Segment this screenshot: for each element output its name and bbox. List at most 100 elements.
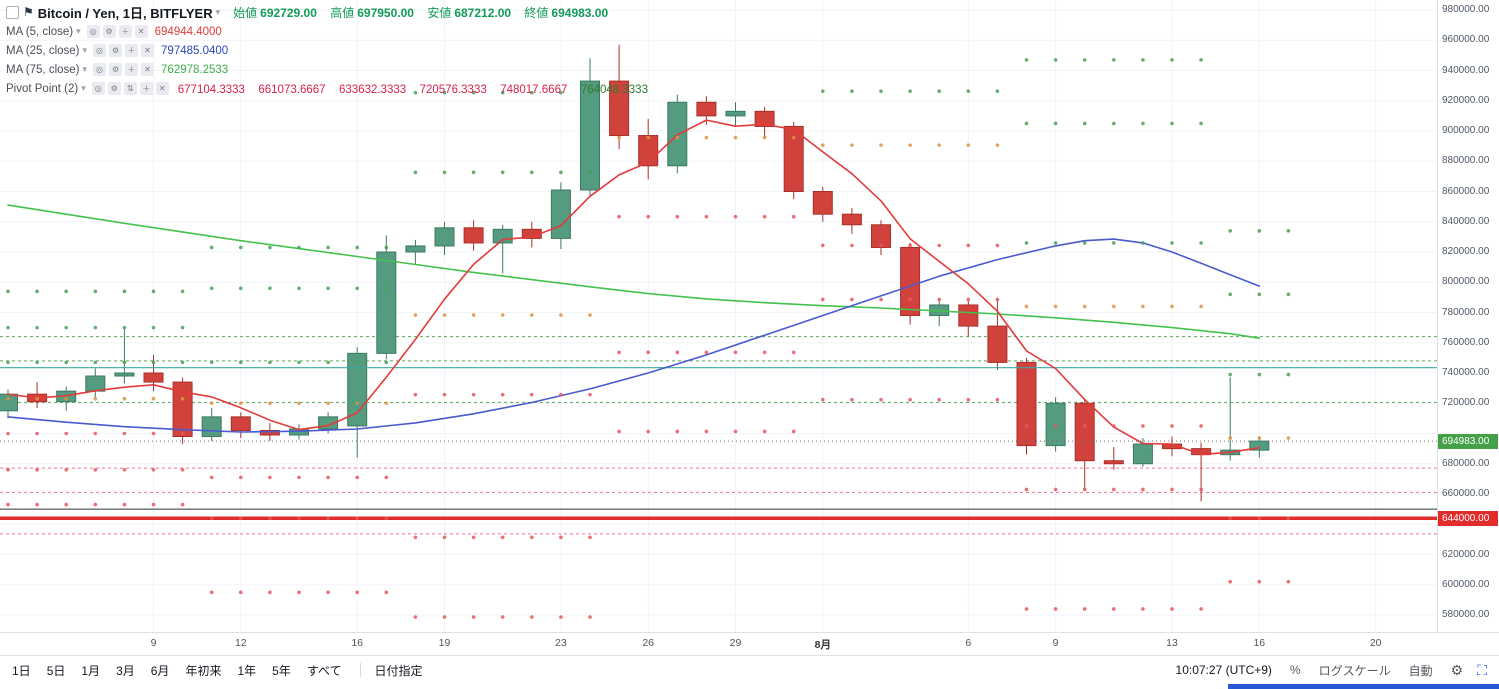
price-axis-label: 680000.00 [1442,457,1490,469]
settings-gear-icon[interactable]: ⚙ [1450,661,1464,678]
settings-icon[interactable]: ⚙ [109,44,123,57]
price-axis-label: 980000.00 [1442,4,1490,15]
clock-display[interactable]: 10:07:27 (UTC+9) [1175,663,1272,677]
sort-icon[interactable]: ⇅ [123,82,137,95]
range-button-7[interactable]: 1年 [237,663,257,678]
add-icon[interactable]: ＋ [139,82,153,95]
eye-icon[interactable]: ◎ [91,82,105,95]
toolbar-divider [359,663,361,677]
range-button-8[interactable]: 5年 [272,663,291,678]
chart-plot-area[interactable]: ⚑ Bitcoin / Yen, 1日, BITFLYER ▾ 始値 692729… [0,0,1437,632]
chevron-down-icon[interactable]: ▾ [215,7,221,17]
settings-icon[interactable]: ⚙ [107,82,121,95]
time-axis-label: 6 [965,637,972,649]
symbol-title[interactable]: Bitcoin / Yen, 1日, BITFLYER [37,6,213,21]
high-value: 697950.00 [357,6,414,20]
time-axis-label: 13 [1166,637,1178,649]
indicator-name[interactable]: MA (5, close) [6,25,74,38]
range-button-2[interactable]: 5日 [46,663,66,678]
price-axis-label: 860000.00 [1442,185,1490,197]
pivot-r2-value: 748017.6667 [500,83,568,96]
indicator-name[interactable]: MA (25, close) [6,44,80,57]
time-axis-label: 20 [1369,637,1382,649]
add-icon[interactable]: ＋ [125,63,139,76]
pivot-values: 677104.3333 661073.6667 633632.3333 7205… [169,80,648,98]
chevron-down-icon[interactable]: ▾ [82,45,88,55]
indicator-value: 762978.2533 [161,63,229,76]
time-axis-label: 29 [729,637,742,649]
percent-scale-button[interactable]: % [1289,663,1301,677]
time-axis-label: 12 [234,637,247,649]
last-price-badge: 694983.00 [1438,433,1498,449]
price-axis[interactable]: 980000.00 960000.00 940000.00 920000.00 9000… [1437,0,1499,632]
time-axis-label: 9 [150,637,157,649]
bottom-strip [0,684,1499,689]
range-buttons: 1日 5日 1月 3月 6月 年初来 1年 5年 すべて 日付指定 [12,662,423,679]
chevron-down-icon[interactable]: ▾ [82,64,88,74]
range-button-5[interactable]: 6月 [150,663,170,678]
chevron-down-icon[interactable]: ▾ [76,26,81,36]
price-axis-label: 940000.00 [1442,64,1490,76]
price-axis-label: 880000.00 [1442,155,1490,167]
indicator-row-ma75: MA (75, close) ▾ ◎ ⚙ ＋ ✕ 762978.2533 [6,60,648,79]
auto-scale-button[interactable]: 自動 [1408,663,1433,678]
pivot-r3-value: 764048.3333 [580,83,648,96]
chart-row: ⚑ Bitcoin / Yen, 1日, BITFLYER ▾ 始値 692729… [0,0,1499,632]
time-axis[interactable]: 9 12 16 19 23 26 29 8月 6 9 13 16 20 [0,632,1499,655]
time-axis-label: 16 [351,637,364,649]
settings-icon[interactable]: ⚙ [109,63,123,76]
flag-icon[interactable]: ⚑ [23,5,34,19]
date-range-button[interactable]: 日付指定 [374,663,423,678]
range-button-3[interactable]: 1月 [81,663,101,678]
close-icon[interactable]: ✕ [155,82,169,95]
fullscreen-icon[interactable]: ⛶ [1477,661,1487,678]
indicator-name[interactable]: MA (75, close) [6,63,80,76]
time-axis-label: 9 [1052,637,1059,649]
price-axis-label: 820000.00 [1442,246,1490,257]
price-axis-label: 580000.00 [1442,609,1490,620]
chart-legend: ⚑ Bitcoin / Yen, 1日, BITFLYER ▾ 始値 692729… [6,3,648,98]
toolbar-right: 10:07:27 (UTC+9) % ログスケール 自動 ⚙ ⛶ [1158,662,1487,679]
price-axis-label: 900000.00 [1442,125,1490,136]
candlestick-chart[interactable] [0,0,1437,632]
pivot-s2-value: 661073.6667 [258,83,326,96]
time-axis-label: 23 [555,637,567,649]
close-icon[interactable]: ✕ [141,44,155,57]
indicator-value: 797485.0400 [161,44,229,57]
eye-icon[interactable]: ◎ [93,63,107,76]
add-icon[interactable]: ＋ [118,25,132,38]
bottom-toolbar: 1日 5日 1月 3月 6月 年初来 1年 5年 すべて 日付指定 10:07:27 (UTC+… [0,655,1499,684]
chevron-down-icon[interactable]: ▾ [81,83,86,93]
time-axis-label: 8月 [814,639,831,651]
log-scale-button[interactable]: ログスケール [1318,663,1391,678]
eye-icon[interactable]: ◎ [93,44,107,57]
legend-toggle-icon[interactable] [6,6,19,19]
range-button-4[interactable]: 3月 [116,663,135,678]
close-label: 終値 [524,6,549,20]
close-icon[interactable]: ✕ [141,63,155,76]
price-axis-label: 840000.00 [1442,215,1490,227]
range-button-6[interactable]: 年初来 [185,663,222,678]
range-button-group: 1日 5日 1月 3月 6月 年初来 1年 5年 すべて [12,662,358,679]
range-button-1[interactable]: 1日 [12,663,31,678]
price-axis-label: 740000.00 [1442,367,1490,378]
add-icon[interactable]: ＋ [125,44,139,57]
indicator-value: 694944.4000 [154,25,222,38]
close-value: 694983.00 [551,6,609,20]
ohlc-values: 始値 692729.00 高値 697950.00 安値 687212.00 終値 69… [223,4,608,21]
pivot-s1-value: 677104.3333 [177,83,245,96]
open-label: 始値 [233,6,258,20]
high-label: 高値 [330,6,355,20]
settings-icon[interactable]: ⚙ [102,25,116,38]
range-button-9[interactable]: すべて [306,663,342,678]
eye-icon[interactable]: ◎ [86,25,100,38]
price-axis-label: 960000.00 [1442,34,1490,46]
close-icon[interactable]: ✕ [134,25,148,38]
price-axis-label: 660000.00 [1442,488,1490,499]
price-axis-label: 760000.00 [1442,336,1490,348]
indicator-name[interactable]: Pivot Point (2) [6,82,79,95]
low-value: 687212.00 [454,6,512,20]
price-axis-label: 800000.00 [1442,276,1490,288]
indicator-row-ma5: MA (5, close) ▾ ◎ ⚙ ＋ ✕ 694944.4000 [6,22,648,41]
